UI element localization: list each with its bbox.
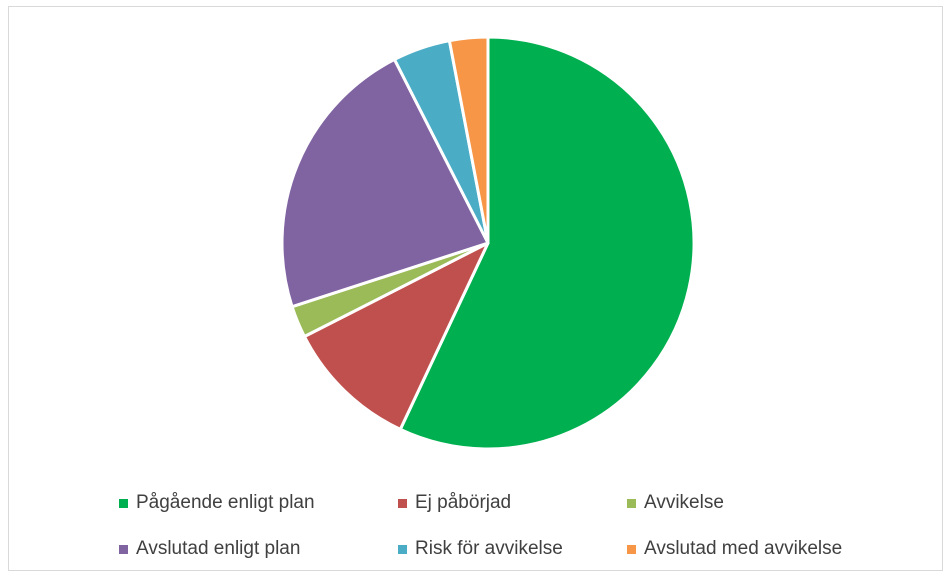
pie-slice-avslutad-med-avvikelse (447, 35, 490, 245)
pie-slices (280, 35, 696, 451)
pie-slice-pagaende (398, 35, 696, 451)
pie-slice-ej-paborjad (302, 241, 490, 431)
pie-slice-avslutad-enligt-plan (280, 57, 490, 309)
